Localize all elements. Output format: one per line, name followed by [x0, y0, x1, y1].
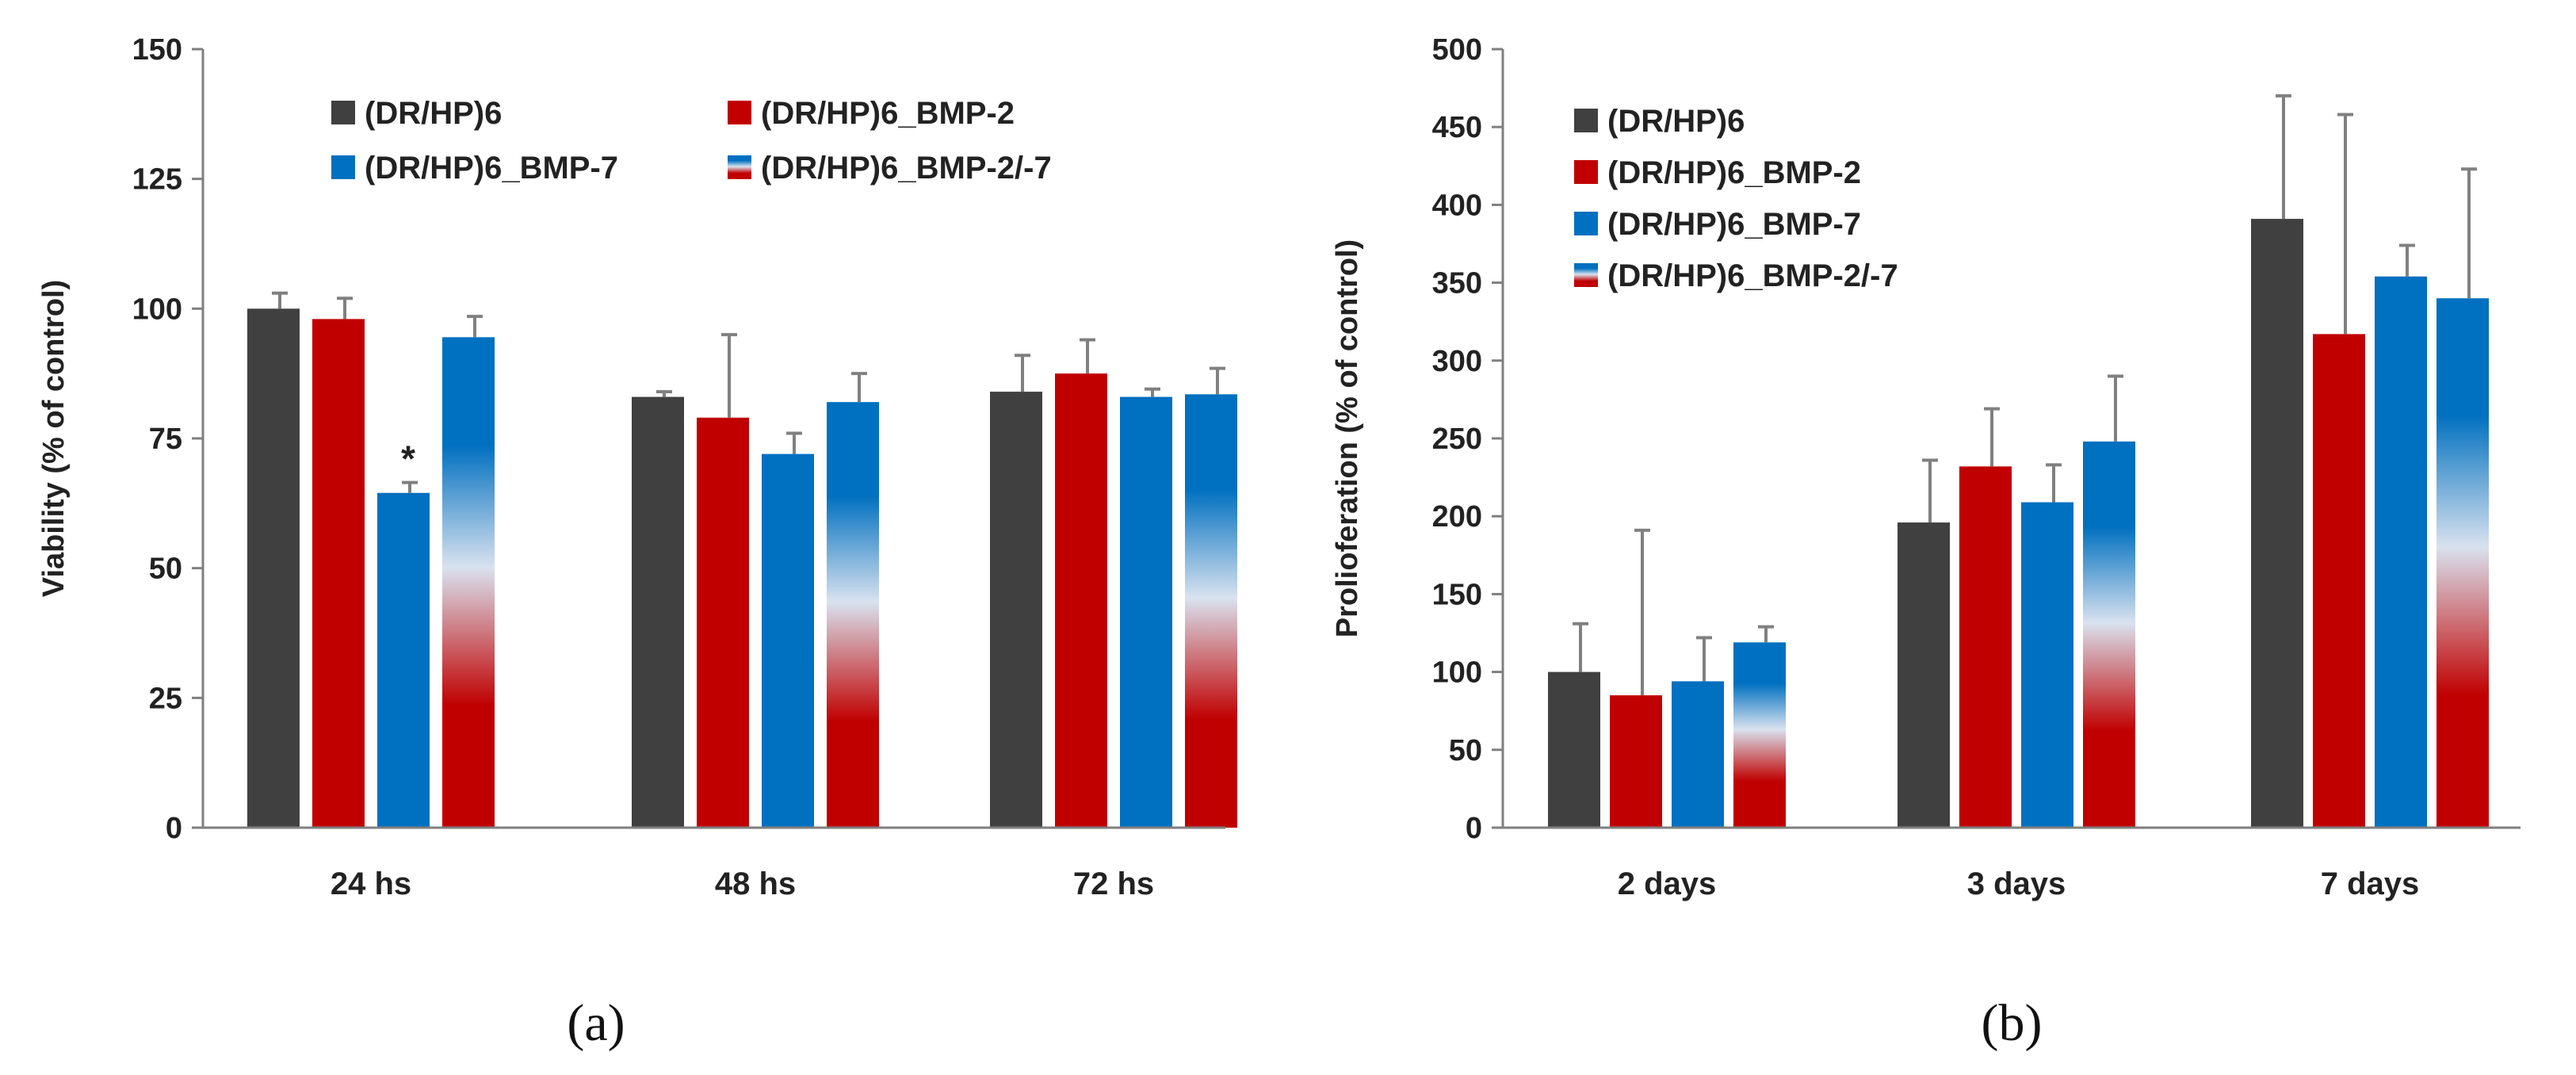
legend-label: (DR/HP)6_BMP-7 — [1607, 207, 1861, 242]
y-tick-label: 75 — [149, 423, 182, 456]
x-category-label: 24 hs — [331, 867, 411, 901]
chart-a-yticks: 0 25 50 75 100 125 150 — [132, 33, 203, 845]
chart-b-bars — [1548, 219, 2489, 828]
bar-dr-hp-6-bmp-2 — [1055, 373, 1107, 828]
x-category-label: 2 days — [1618, 867, 1717, 901]
y-tick-label: 100 — [1432, 656, 1482, 690]
y-tick-label: 0 — [166, 812, 182, 845]
y-tick-label: 50 — [149, 553, 182, 586]
legend-swatch-dr-hp-6 — [1574, 109, 1598, 132]
bar-dr-hp-6-bmp-2 — [1959, 466, 2012, 828]
legend-label: (DR/HP)6_BMP-2 — [761, 96, 1015, 131]
legend-swatch-dr-hp-6-bmp-2-7 — [728, 155, 751, 179]
y-tick-label: 450 — [1432, 111, 1482, 144]
chart-a-y-axis-label: Viability (% of control) — [37, 280, 71, 597]
chart-b-errorbars — [1573, 94, 2477, 696]
bar-dr-hp-6-bmp-7 — [762, 453, 814, 828]
bar-dr-hp-6 — [247, 308, 300, 828]
chart-a-annotations: * — [401, 438, 415, 480]
bar-dr-hp-6-bmp-2-7 — [827, 402, 879, 828]
bar-dr-hp-6-bmp-7 — [1120, 396, 1172, 828]
bar-dr-hp-6-bmp-2 — [1610, 695, 1662, 828]
bar-dr-hp-6-bmp-2-7 — [1185, 394, 1237, 828]
bar-dr-hp-6-bmp-2 — [312, 319, 365, 828]
bar-dr-hp-6-bmp-7 — [2021, 502, 2073, 828]
chart-b-xticks: 2 days 3 days 7 days — [1618, 867, 2420, 901]
chart-b-y-axis-label: Prolioferation (% of control) — [1331, 239, 1364, 637]
x-category-label: 3 days — [1967, 867, 2066, 901]
significance-marker: * — [401, 438, 415, 480]
chart-b-panel-label: (b) — [1982, 994, 2043, 1052]
chart-b: 0 50 100 150 200 250 300 350 400 450 500 2 days 3 d… — [1331, 33, 2521, 1052]
y-tick-label: 50 — [1449, 734, 1482, 767]
legend-swatch-dr-hp-6-bmp-2 — [728, 101, 751, 124]
bar-dr-hp-6 — [1548, 671, 1600, 828]
bar-dr-hp-6-bmp-2-7 — [2436, 298, 2489, 828]
bar-dr-hp-6 — [632, 396, 684, 828]
bar-dr-hp-6 — [1898, 522, 1950, 828]
chart-a-errorbars — [272, 291, 1225, 493]
legend-label: (DR/HP)6_BMP-7 — [365, 151, 618, 186]
y-tick-label: 300 — [1432, 345, 1482, 378]
legend-label: (DR/HP)6_BMP-2/-7 — [1607, 258, 1898, 293]
legend-swatch-dr-hp-6-bmp-7 — [331, 155, 355, 179]
y-tick-label: 500 — [1432, 33, 1482, 67]
chart-a: 0 25 50 75 100 125 150 24 hs 48 hs 72 hs Viabili… — [37, 33, 1237, 1052]
y-tick-label: 250 — [1432, 423, 1482, 456]
bar-dr-hp-6-bmp-2-7 — [1733, 642, 1786, 828]
y-tick-label: 400 — [1432, 189, 1482, 222]
chart-a-panel-label: (a) — [567, 994, 625, 1052]
legend-swatch-dr-hp-6 — [331, 101, 355, 124]
y-tick-label: 150 — [1432, 578, 1482, 611]
chart-a-xticks: 24 hs 48 hs 72 hs — [331, 867, 1154, 901]
y-tick-label: 350 — [1432, 267, 1482, 300]
bar-dr-hp-6-bmp-2 — [2313, 334, 2365, 828]
legend-label: (DR/HP)6 — [365, 96, 502, 131]
bar-dr-hp-6-bmp-7 — [2375, 276, 2427, 828]
chart-b-legend: (DR/HP)6 (DR/HP)6_BMP-2 (DR/HP)6_BMP-7 (DR/… — [1574, 104, 1898, 293]
legend-swatch-dr-hp-6-bmp-2-7 — [1574, 263, 1598, 287]
bar-dr-hp-6-bmp-7 — [377, 492, 430, 828]
y-tick-label: 25 — [149, 682, 182, 715]
bar-dr-hp-6-bmp-2-7 — [2083, 441, 2135, 828]
x-category-label: 7 days — [2321, 867, 2420, 901]
legend-swatch-dr-hp-6-bmp-7 — [1574, 212, 1598, 235]
legend-label: (DR/HP)6_BMP-2/-7 — [761, 151, 1052, 186]
bar-dr-hp-6-bmp-7 — [1672, 681, 1724, 828]
chart-a-bars — [247, 308, 1237, 828]
y-tick-label: 150 — [132, 33, 182, 67]
bar-dr-hp-6-bmp-2-7 — [442, 337, 495, 828]
y-tick-label: 125 — [132, 163, 182, 197]
x-category-label: 48 hs — [715, 867, 796, 901]
legend-swatch-dr-hp-6-bmp-2 — [1574, 160, 1598, 184]
legend-label: (DR/HP)6 — [1607, 104, 1745, 139]
bar-dr-hp-6 — [990, 392, 1042, 828]
x-category-label: 72 hs — [1073, 867, 1154, 901]
y-tick-label: 100 — [132, 293, 182, 326]
bar-dr-hp-6-bmp-2 — [697, 417, 749, 828]
chart-b-yticks: 0 50 100 150 200 250 300 350 400 450 500 — [1432, 33, 1503, 845]
y-tick-label: 0 — [1466, 812, 1482, 845]
y-tick-label: 200 — [1432, 500, 1482, 534]
chart-a-legend: (DR/HP)6 (DR/HP)6_BMP-2 (DR/HP)6_BMP-7 (DR/… — [331, 96, 1052, 186]
legend-label: (DR/HP)6_BMP-2 — [1607, 155, 1861, 190]
bar-dr-hp-6 — [2251, 219, 2303, 828]
